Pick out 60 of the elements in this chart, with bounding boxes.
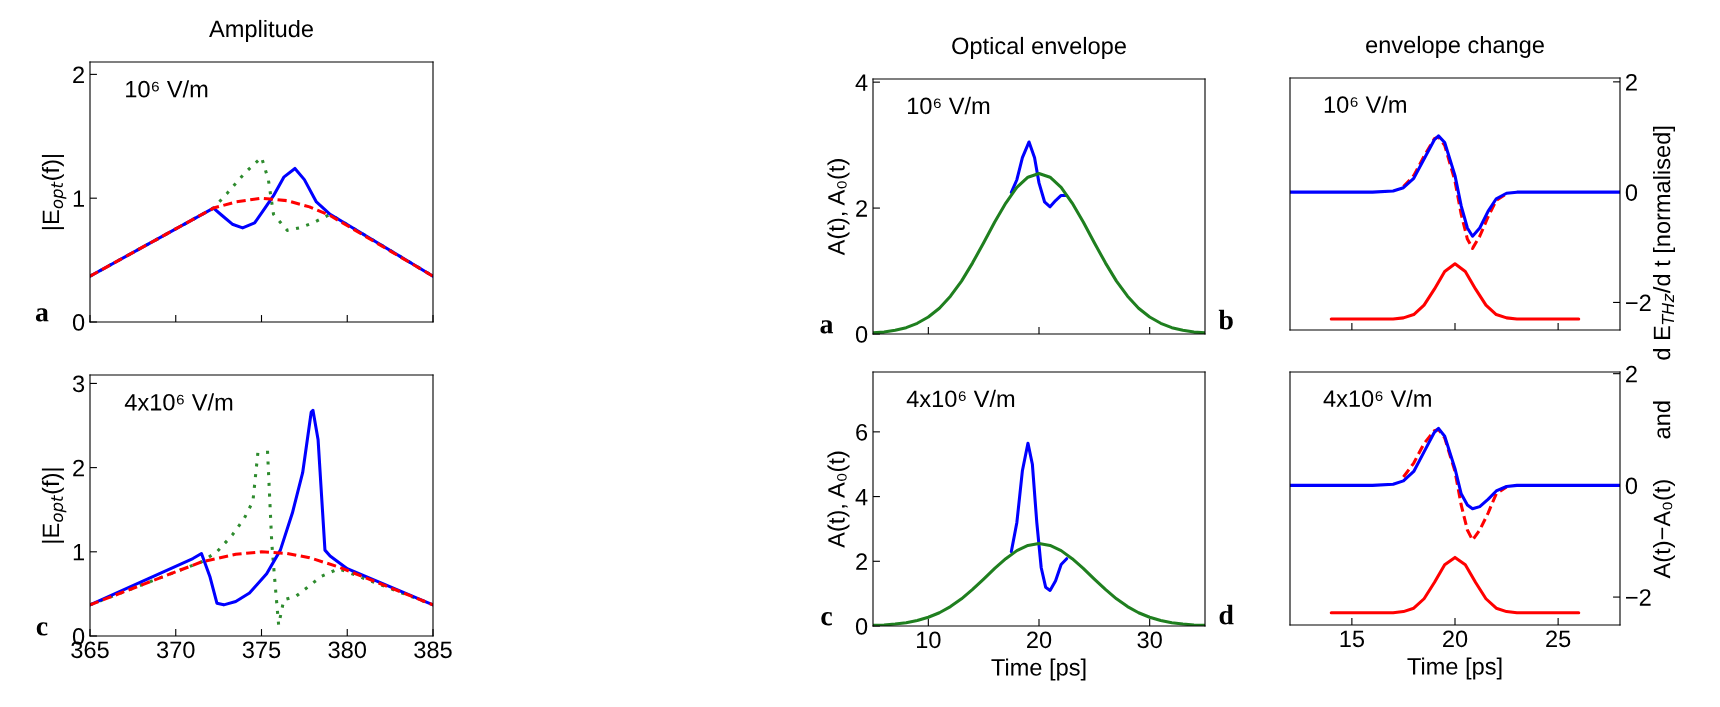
x-tick-label: 20: [1443, 630, 1468, 648]
y-tick-label: 2: [73, 459, 84, 477]
text: c: [36, 622, 48, 636]
y2-axis-title: A(t)−A₀(t) and d E$_{THz}$/d t [normalised]: [1653, 126, 1676, 579]
y-tick-label: 3: [72, 375, 85, 393]
y2-tick-label: −2: [1626, 294, 1651, 311]
text: b: [1218, 309, 1233, 330]
y-axis-title: |E$_{opt}$(f)|: [41, 468, 67, 543]
y-tick-label: 4: [855, 74, 868, 91]
y-tick-label: 1: [73, 190, 84, 207]
annotation: 4x10⁶ V/m: [906, 389, 1015, 408]
annotation: 10⁶ V/m: [908, 96, 990, 115]
y-axis-title: |E$_{opt}$(f)|: [41, 155, 67, 230]
line-series: [90, 550, 433, 607]
text: a: [820, 320, 834, 334]
chart-title: Optical envelope: [952, 36, 1126, 59]
line-series: [1009, 140, 1069, 209]
x-tick-label: 375: [242, 641, 281, 659]
chart-title: envelope change: [1366, 35, 1544, 58]
line-series: [1290, 426, 1620, 511]
y-tick-label: 1: [73, 544, 84, 561]
y2-tick-label: −2: [1626, 589, 1651, 606]
y-tick-label: 0: [855, 326, 868, 343]
x-tick-label: 380: [328, 641, 367, 659]
y2-tick-label: 0: [1625, 477, 1638, 495]
line-series: [90, 196, 433, 278]
x-tick-label: 15: [1340, 630, 1365, 648]
x-tick-label: 25: [1546, 630, 1571, 648]
y-tick-label: 2: [73, 66, 84, 83]
y-tick-label: 6: [856, 423, 868, 441]
annotation: 4x10⁶ V/m: [124, 393, 233, 411]
y-tick-label: 2: [856, 200, 867, 217]
y-tick-label: 2: [856, 553, 867, 570]
y-axis-title: A(t), A₀(t): [827, 159, 850, 256]
annotation: 4x10⁶ V/m: [1323, 389, 1431, 408]
chart-title: Amplitude: [209, 19, 313, 42]
y2-tick-label: 2: [1626, 73, 1637, 91]
line-series: [1009, 441, 1069, 592]
line-series: [1290, 134, 1620, 238]
text: d: [1219, 604, 1234, 625]
x-tick-label: 10: [917, 631, 941, 649]
y-tick-label: 0: [855, 618, 868, 635]
y2-tick-label: 0: [1625, 184, 1638, 201]
y-axis-title: A(t), A₀(t): [827, 451, 850, 548]
line-series: [1329, 262, 1581, 321]
y-tick-label: 4: [855, 488, 868, 506]
annotation: 10⁶ V/m: [126, 80, 208, 98]
line-series: [1329, 555, 1581, 615]
line-series: [1401, 428, 1509, 542]
y2-tick-label: 2: [1626, 365, 1637, 383]
x-axis-title: Time [ps]: [1407, 657, 1502, 680]
text: a: [35, 308, 49, 322]
text: c: [821, 612, 832, 626]
y-tick-label: 0: [72, 314, 85, 331]
x-tick-label: 20: [1027, 631, 1052, 649]
x-tick-label: 385: [414, 641, 452, 659]
annotation: 10⁶ V/m: [1324, 95, 1406, 113]
x-axis-title: Time [ps]: [991, 658, 1086, 681]
x-tick-label: 370: [156, 641, 195, 659]
x-tick-label: 30: [1137, 631, 1162, 649]
